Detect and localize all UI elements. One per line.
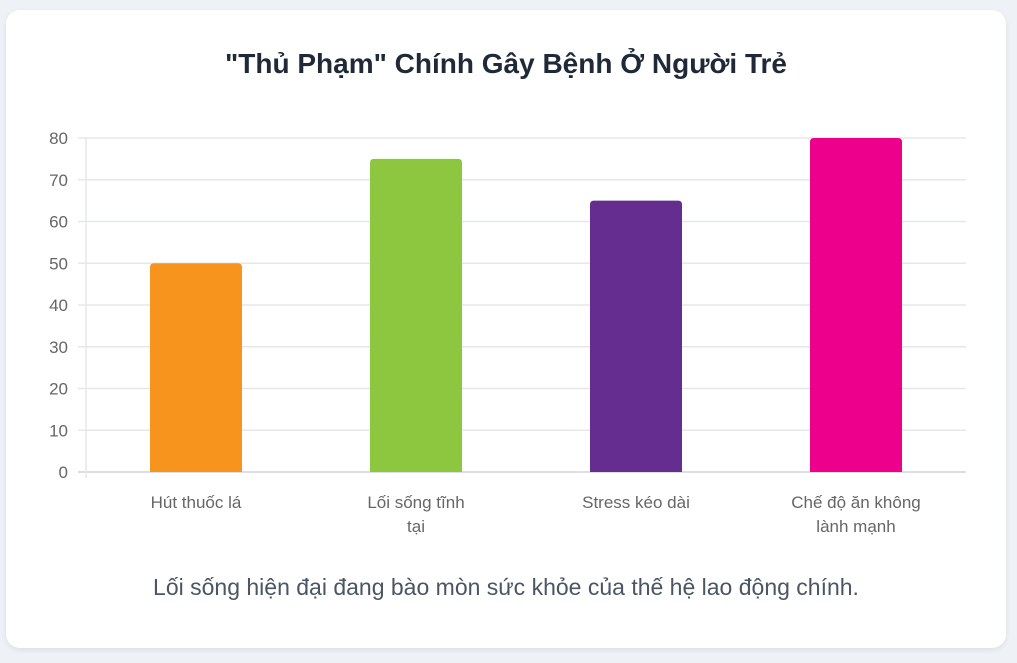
y-tick-label: 0 (59, 463, 68, 482)
x-tick-label: Lối sống tĩnh (367, 493, 464, 512)
y-tick-label: 60 (49, 213, 68, 232)
x-tick-label: Chế độ ăn không (791, 493, 921, 512)
bar (370, 158, 462, 472)
y-tick-label: 80 (49, 129, 68, 148)
y-tick-label: 30 (49, 338, 68, 357)
y-tick-label: 20 (49, 380, 68, 399)
bar (590, 200, 682, 472)
bar (810, 138, 902, 472)
x-tick-label: tại (407, 517, 425, 536)
chart-caption: Lối sống hiện đại đang bào mòn sức khỏe … (153, 574, 859, 600)
x-tick-label: lành mạnh (816, 517, 895, 536)
x-tick-label: Hút thuốc lá (151, 493, 242, 512)
y-tick-label: 10 (49, 421, 68, 440)
chart-title: "Thủ Phạm" Chính Gây Bệnh Ở Người Trẻ (225, 48, 787, 79)
x-tick-label: Stress kéo dài (582, 493, 690, 512)
y-tick-label: 70 (49, 171, 68, 190)
y-tick-label: 50 (49, 254, 68, 273)
y-tick-label: 40 (49, 296, 68, 315)
bar (150, 263, 242, 472)
